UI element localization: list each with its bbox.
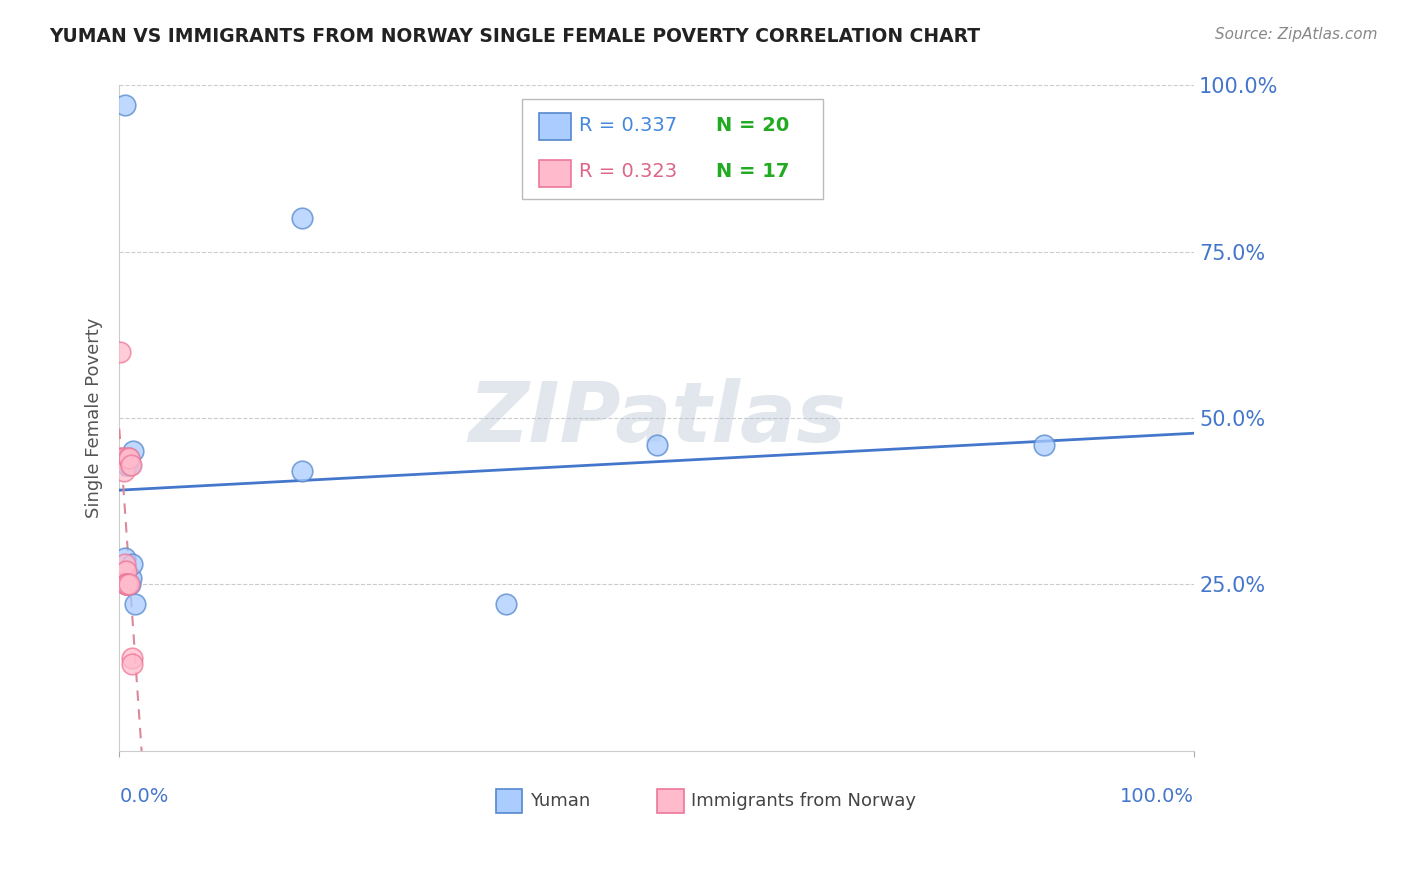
Point xyxy=(114,564,136,578)
Point xyxy=(114,577,136,591)
Point xyxy=(117,577,139,591)
Point xyxy=(112,450,135,465)
Text: R = 0.337: R = 0.337 xyxy=(579,116,678,135)
Point xyxy=(124,598,146,612)
Point xyxy=(110,344,132,359)
Point xyxy=(1032,438,1054,452)
Point xyxy=(115,577,138,591)
Point xyxy=(121,657,143,672)
Text: YUMAN VS IMMIGRANTS FROM NORWAY SINGLE FEMALE POVERTY CORRELATION CHART: YUMAN VS IMMIGRANTS FROM NORWAY SINGLE F… xyxy=(49,27,980,45)
Point xyxy=(118,450,141,465)
Point xyxy=(118,577,141,591)
Point xyxy=(120,571,142,585)
Point xyxy=(114,564,136,578)
Point xyxy=(118,577,141,591)
Point xyxy=(291,211,314,226)
Text: N = 17: N = 17 xyxy=(716,162,789,181)
Point xyxy=(118,450,141,465)
Text: Immigrants from Norway: Immigrants from Norway xyxy=(692,791,917,810)
Text: R = 0.323: R = 0.323 xyxy=(579,162,678,181)
FancyBboxPatch shape xyxy=(538,113,571,140)
Point xyxy=(121,558,143,572)
Text: N = 20: N = 20 xyxy=(716,116,789,135)
Point xyxy=(291,464,314,478)
Point xyxy=(114,98,136,112)
FancyBboxPatch shape xyxy=(495,789,523,813)
Y-axis label: Single Female Poverty: Single Female Poverty xyxy=(86,318,103,518)
Point xyxy=(114,550,136,565)
Point xyxy=(122,444,145,458)
FancyBboxPatch shape xyxy=(523,99,824,199)
Point xyxy=(118,458,141,472)
Text: Source: ZipAtlas.com: Source: ZipAtlas.com xyxy=(1215,27,1378,42)
Point xyxy=(115,458,138,472)
Point xyxy=(115,577,138,591)
Point xyxy=(120,458,142,472)
Point xyxy=(111,450,134,465)
Point xyxy=(112,464,135,478)
Point xyxy=(115,458,138,472)
Point xyxy=(114,577,136,591)
Point xyxy=(121,650,143,665)
Point xyxy=(495,598,517,612)
FancyBboxPatch shape xyxy=(538,160,571,186)
Point xyxy=(114,558,136,572)
Point xyxy=(114,577,136,591)
Point xyxy=(117,450,139,465)
Point xyxy=(645,438,668,452)
FancyBboxPatch shape xyxy=(657,789,683,813)
Text: 0.0%: 0.0% xyxy=(120,788,169,806)
Point xyxy=(117,450,139,465)
Text: 100.0%: 100.0% xyxy=(1121,788,1194,806)
Text: ZIPatlas: ZIPatlas xyxy=(468,377,846,458)
Text: Yuman: Yuman xyxy=(530,791,591,810)
Point xyxy=(114,564,136,578)
